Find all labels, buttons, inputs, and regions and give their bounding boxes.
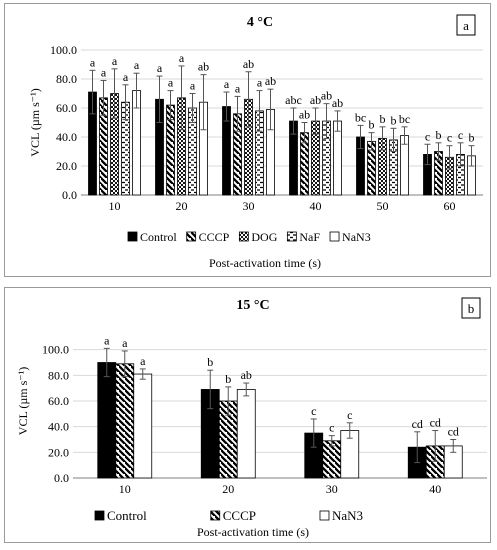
significance-letter: ab (198, 60, 209, 74)
significance-letter: c (347, 408, 352, 422)
significance-letter: a (168, 76, 174, 90)
legend-swatch (127, 231, 138, 242)
x-tick-label: 50 (377, 199, 389, 213)
significance-letter: a (122, 336, 128, 350)
legend-label: NaN3 (342, 230, 371, 244)
y-tick-label: 0.0 (54, 471, 69, 485)
legend-swatch (238, 231, 249, 242)
significance-letter: cd (412, 417, 423, 431)
x-tick-label: 60 (444, 199, 456, 213)
panel-label: b (468, 301, 475, 316)
bar (97, 362, 117, 479)
significance-letter: ab (310, 93, 321, 107)
significance-letter: a (90, 55, 96, 69)
legend-label: Control (107, 508, 147, 523)
legend-swatch (94, 510, 105, 521)
legend-label: CCCP (223, 508, 256, 523)
significance-letter: a (101, 65, 107, 79)
y-tick-label: 60.0 (56, 101, 77, 115)
significance-letter: a (140, 354, 146, 368)
significance-letter: c (447, 131, 452, 145)
significance-letter: b (380, 112, 386, 126)
significance-letter: ab (243, 57, 254, 71)
significance-letter: a (257, 76, 263, 90)
y-tick-label: 80.0 (48, 368, 69, 382)
x-tick-label: 30 (326, 482, 338, 496)
y-tick-label: 20.0 (56, 159, 77, 173)
significance-letter: b (469, 131, 475, 145)
bar (133, 373, 153, 479)
x-tick-label: 20 (222, 482, 234, 496)
y-tick-label: 20.0 (48, 445, 69, 459)
significance-letter: bc (355, 110, 366, 124)
significance-letter: a (157, 61, 163, 75)
y-tick-label: 80.0 (56, 72, 77, 86)
significance-letter: a (179, 51, 185, 65)
significance-letter: c (329, 421, 334, 435)
x-tick-label: 30 (243, 199, 255, 213)
x-tick-label: 10 (109, 199, 121, 213)
panel-label-box (461, 297, 481, 319)
chart-title: 4 °C (247, 15, 273, 30)
bar (115, 363, 135, 479)
significance-letter: abc (285, 93, 302, 107)
x-tick-label: 10 (119, 482, 131, 496)
panel-4c: 4 °C a 0.0 20.0 40.0 60.0 80.0 100.0 10 a a a a a 20 a a… (4, 3, 491, 277)
significance-letter: ab (265, 74, 276, 88)
panel-label-box (456, 14, 476, 36)
bar (333, 120, 342, 196)
significance-letter: a (104, 333, 110, 347)
legend-swatch (319, 510, 330, 521)
panel-15c: 15 °C b 0.0 20.0 40.0 60.0 80.0 100.0 10 a a a 20 b b a… (4, 287, 491, 543)
significance-letter: a (224, 77, 230, 91)
x-tick-label: 20 (176, 199, 188, 213)
significance-letter: a (134, 58, 140, 72)
significance-letter: b (391, 113, 397, 127)
significance-letter: b (436, 128, 442, 142)
x-axis-label: Post-activation time (s) (209, 256, 321, 270)
significance-letter: c (425, 129, 430, 143)
legend-label: Control (140, 230, 177, 244)
significance-letter: c (311, 404, 316, 418)
legend-swatch (210, 510, 221, 521)
legend-swatch (329, 231, 340, 242)
y-tick-label: 100.0 (42, 343, 69, 357)
y-axis-label: VCL (µm s⁻¹) (16, 367, 30, 435)
significance-letter: a (123, 70, 129, 84)
legend-swatch (286, 231, 297, 242)
legend-swatch (186, 231, 197, 242)
significance-letter: bc (399, 112, 410, 126)
legend-label: CCCP (199, 230, 230, 244)
chart-title: 15 °C (236, 298, 269, 313)
significance-letter: cd (448, 425, 459, 439)
legend-label: DOG (251, 230, 277, 244)
y-tick-label: 100.0 (50, 43, 77, 57)
significance-letter: a (235, 81, 241, 95)
significance-letter: b (225, 372, 231, 386)
significance-letter: cd (430, 416, 441, 430)
significance-letter: c (458, 128, 463, 142)
bar (236, 389, 256, 479)
x-tick-label: 40 (310, 199, 322, 213)
significance-letter: ab (321, 89, 332, 103)
significance-letter: ab (332, 96, 343, 110)
y-tick-label: 40.0 (48, 420, 69, 434)
significance-letter: b (369, 118, 375, 132)
legend-label: NaN3 (332, 508, 363, 523)
panel-label: a (463, 18, 469, 33)
x-axis-label: Post-activation time (s) (197, 525, 309, 539)
y-tick-label: 60.0 (48, 394, 69, 408)
y-axis-label: VCL (µm s⁻¹) (28, 88, 42, 156)
y-tick-label: 40.0 (56, 130, 77, 144)
significance-letter: ab (241, 368, 252, 382)
legend-label: NaF (299, 230, 320, 244)
chart-4c: 4 °C a0.020.040.060.080.0100.010aaaaa20aa… (28, 14, 483, 270)
significance-letter: b (207, 355, 213, 369)
y-tick-label: 0.0 (62, 188, 77, 202)
significance-letter: a (112, 54, 118, 68)
significance-letter: ab (299, 108, 310, 122)
x-tick-label: 40 (429, 482, 441, 496)
significance-letter: a (190, 79, 196, 93)
